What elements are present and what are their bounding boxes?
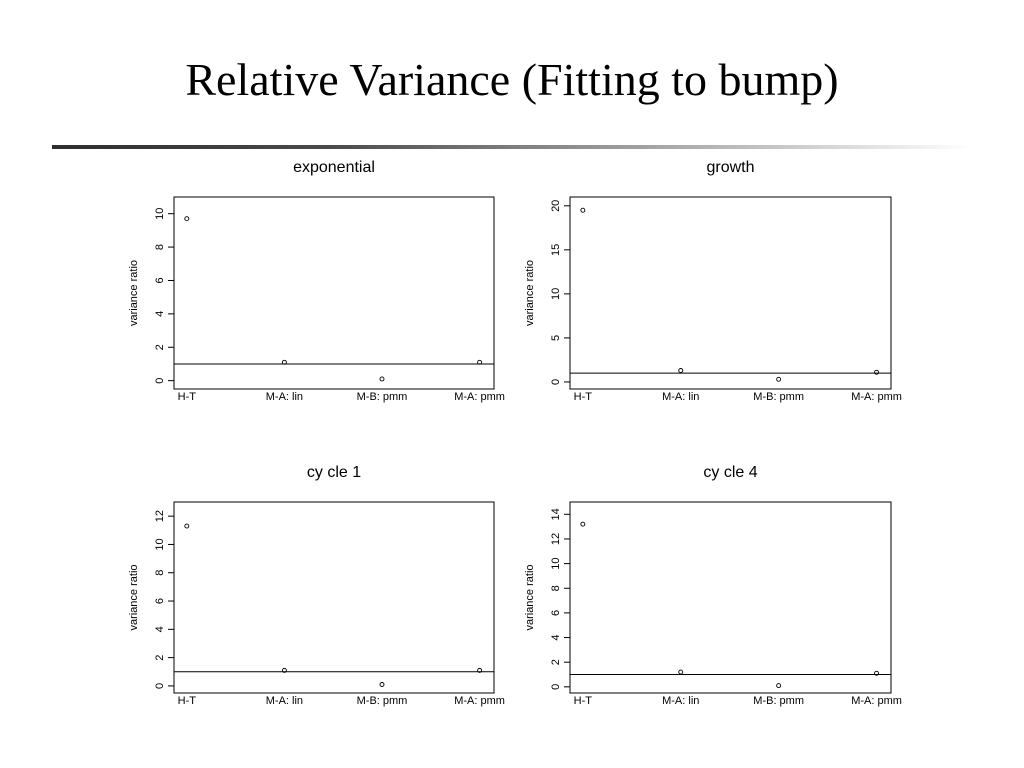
- chart-2-ytick-label: 20: [550, 200, 562, 212]
- chart-3-category-label: M-A: pmm: [454, 695, 505, 707]
- chart-3-ytick-label: 2: [154, 655, 166, 661]
- chart-3-ytick-label: 6: [154, 598, 166, 604]
- chart-1-ytick-label: 0: [154, 378, 166, 384]
- chart-4-plot-frame: [569, 501, 892, 694]
- chart-3-data-point: [477, 667, 483, 673]
- chart-1-ytick-label: 10: [154, 208, 166, 220]
- chart-4-ytick-label: 10: [550, 557, 562, 569]
- chart-3-category-label: M-A: lin: [266, 695, 303, 707]
- chart-1-ytick-label: 6: [154, 277, 166, 283]
- chart-3-data-point: [379, 682, 385, 687]
- chart-4-ytick-label: 0: [550, 684, 562, 690]
- chart-4-category-label: H-T: [574, 695, 593, 707]
- chart-4-title: cy cle 4: [703, 464, 757, 481]
- chart-4-ytick-label: 14: [550, 508, 562, 520]
- chart-1-title: exponential: [293, 159, 375, 176]
- chart-3-category-label: H-T: [178, 695, 197, 707]
- chart-4-ylabel: variance ratio: [524, 564, 536, 630]
- chart-1-ytick-label: 2: [154, 344, 166, 350]
- chart-4-category-label: M-A: lin: [662, 695, 699, 707]
- chart-4-category-label: M-B: pmm: [753, 695, 804, 707]
- chart-4-ytick-label: 4: [550, 634, 562, 640]
- chart-1-data-point: [379, 376, 385, 382]
- chart-4-data-point: [678, 669, 684, 675]
- slide-title: Relative Variance (Fitting to bump): [185, 54, 839, 105]
- chart-4-data-point: [580, 521, 586, 527]
- chart-2-ylabel: variance ratio: [524, 260, 536, 326]
- chart-1-ylabel: variance ratio: [128, 260, 140, 326]
- chart-3-ytick-label: 8: [154, 570, 166, 576]
- chart-3-data-point: [184, 523, 190, 529]
- chart-2-data-point: [678, 368, 684, 373]
- chart-1-category-label: M-A: lin: [266, 391, 303, 403]
- chart-4-category-label: M-A: pmm: [851, 695, 902, 707]
- chart-2-data-point: [776, 376, 782, 382]
- chart-1-ytick-label: 8: [154, 244, 166, 250]
- chart-2-category-label: M-A: lin: [662, 391, 699, 403]
- chart-1-plot-frame: [173, 196, 495, 390]
- chart-3-ytick-label: 12: [154, 510, 166, 522]
- chart-2-title: growth: [706, 159, 754, 176]
- chart-1-ytick-label: 4: [154, 311, 166, 317]
- chart-3-title: cy cle 1: [307, 464, 361, 481]
- chart-2-category-label: H-T: [574, 391, 593, 403]
- chart-3-category-label: M-B: pmm: [357, 695, 408, 707]
- chart-2-ytick-label: 15: [550, 244, 562, 256]
- chart-2-ytick-label: 5: [550, 335, 562, 341]
- chart-3-plot-frame: [173, 501, 495, 694]
- chart-4-ytick-label: 2: [550, 659, 562, 665]
- chart-4-ytick-label: 6: [550, 610, 562, 616]
- chart-2-ytick-label: 10: [550, 288, 562, 300]
- chart-2-data-point: [874, 369, 880, 375]
- chart-2-ytick-label: 0: [550, 379, 562, 385]
- chart-4-ytick-label: 12: [550, 533, 562, 545]
- chart-2-plot-frame: [569, 196, 892, 390]
- chart-1-category-label: H-T: [178, 391, 197, 403]
- chart-4-ytick-label: 8: [550, 585, 562, 591]
- chart-3-ytick-label: 0: [154, 683, 166, 689]
- chart-2-category-label: M-B: pmm: [753, 391, 804, 403]
- chart-2-data-point: [580, 207, 586, 213]
- chart-3-ytick-label: 10: [154, 538, 166, 550]
- chart-4-data-point: [776, 683, 782, 689]
- chart-3-data-point: [281, 667, 287, 673]
- chart-3-ylabel: variance ratio: [128, 564, 140, 630]
- chart-3-ytick-label: 4: [154, 626, 166, 632]
- title-divider: [52, 145, 972, 149]
- chart-1-data-point: [477, 359, 483, 365]
- chart-2-category-label: M-A: pmm: [851, 391, 902, 403]
- chart-1-category-label: M-B: pmm: [357, 391, 408, 403]
- chart-1-data-point: [281, 359, 287, 365]
- chart-1-category-label: M-A: pmm: [454, 391, 505, 403]
- chart-1-data-point: [184, 216, 190, 222]
- chart-4-data-point: [874, 670, 880, 676]
